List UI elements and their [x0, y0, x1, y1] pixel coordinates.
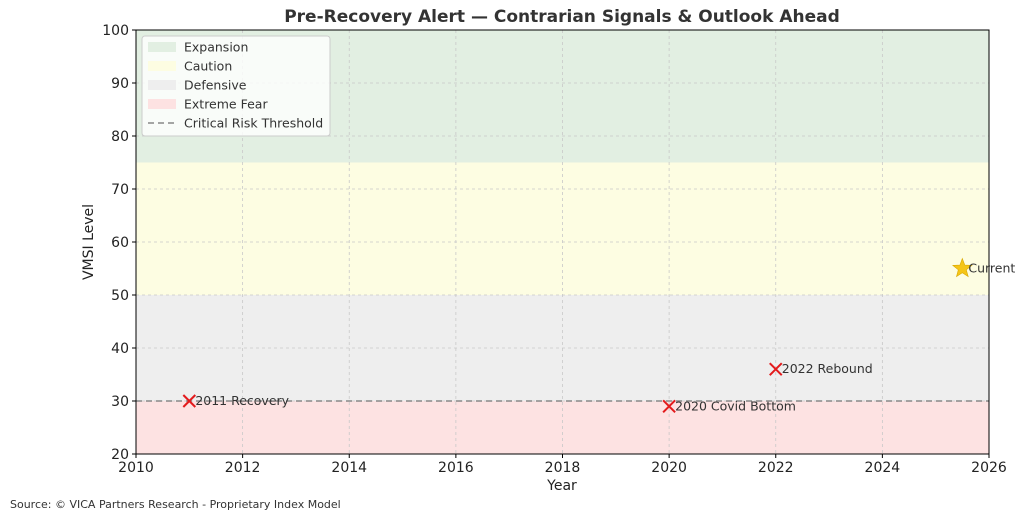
x-tick-label: 2022 — [758, 460, 794, 476]
legend-entry: Defensive — [184, 78, 247, 93]
x-tick-label: 2020 — [651, 460, 687, 476]
legend-swatch — [148, 61, 176, 71]
legend-swatch — [148, 80, 176, 90]
x-tick-label: 2010 — [118, 460, 154, 476]
y-tick-label: 60 — [111, 235, 129, 251]
legend-entry: Expansion — [184, 40, 248, 55]
x-tick-label: 2016 — [438, 460, 474, 476]
x-tick-label: 2024 — [865, 460, 901, 476]
legend-swatch — [148, 99, 176, 109]
y-tick-label: 50 — [111, 288, 129, 304]
y-tick-label: 70 — [111, 182, 129, 198]
y-tick-label: 90 — [111, 76, 129, 92]
y-tick-label: 40 — [111, 341, 129, 357]
point-label: 2020 Covid Bottom — [675, 398, 796, 413]
y-axis-label: VMSI Level — [81, 204, 97, 280]
x-axis-label: Year — [546, 478, 577, 494]
x-marker — [769, 362, 783, 376]
legend: Expansion Caution Defensive Extreme Fear Cri… — [141, 35, 331, 137]
y-tick-label: 20 — [111, 447, 129, 463]
y-tick-label: 80 — [111, 129, 129, 145]
y-tick-label: 30 — [111, 394, 129, 410]
x-marker — [662, 399, 676, 414]
legend-entry: Extreme Fear — [184, 97, 268, 112]
legend-entry: Critical Risk Threshold — [184, 116, 323, 131]
data-point: Current — [951, 257, 1015, 278]
legend-box — [141, 35, 331, 137]
legend-swatch — [148, 42, 176, 52]
point-label: 2022 Rebound — [782, 361, 873, 376]
x-tick-label: 2012 — [225, 460, 261, 476]
point-label: Current — [968, 261, 1015, 276]
legend-entry: Caution — [184, 59, 232, 74]
points-layer: 2011 Recovery 2020 Covid Bottom 2022 Rebou… — [182, 257, 1015, 414]
data-point: 2020 Covid Bottom — [662, 398, 796, 414]
y-tick-label: 100 — [102, 23, 129, 39]
x-tick-label: 2014 — [331, 460, 367, 476]
grid-layer — [135, 29, 990, 455]
source-note: Source: © VICA Partners Research - Propr… — [10, 498, 341, 511]
data-point: 2011 Recovery — [182, 393, 290, 408]
axes-layer: 2010 2012 2014 2016 2018 2020 2022 2024 2026 20 30… — [102, 23, 1007, 476]
data-point: 2022 Rebound — [769, 361, 873, 376]
x-tick-label: 2026 — [971, 460, 1007, 476]
x-tick-label: 2018 — [545, 460, 581, 476]
chart-title: Pre-Recovery Alert — Contrarian Signals … — [284, 7, 840, 27]
star-marker — [951, 257, 973, 278]
x-marker — [182, 394, 197, 408]
point-label: 2011 Recovery — [195, 393, 289, 408]
